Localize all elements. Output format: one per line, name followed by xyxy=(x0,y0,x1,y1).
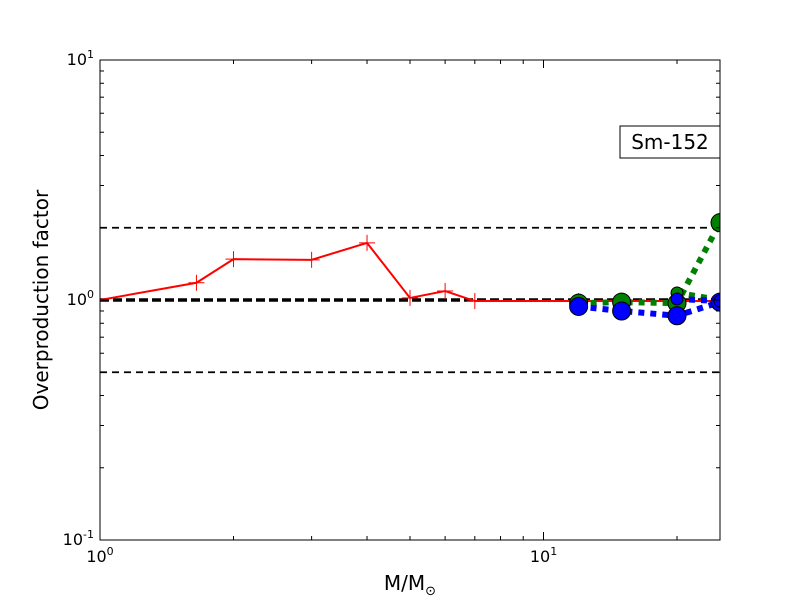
series-4 xyxy=(670,292,720,308)
annotation-box: Sm-152 xyxy=(619,125,721,159)
data-point xyxy=(569,296,589,316)
reference-lines xyxy=(100,226,720,374)
data-point xyxy=(667,306,687,326)
x-axis-label: M/M⊙ xyxy=(384,571,436,599)
data-point xyxy=(670,292,684,306)
x-tick-label: 101 xyxy=(530,545,557,566)
series-line xyxy=(578,221,720,307)
y-tick-label: 100 xyxy=(67,288,94,309)
annotation-text: Sm-152 xyxy=(631,130,709,154)
series-clip-group xyxy=(100,213,720,326)
y-tick-label: 101 xyxy=(67,48,94,69)
x-tick-label: 100 xyxy=(86,545,113,566)
data-point xyxy=(612,301,632,321)
data-point xyxy=(713,294,720,308)
series-line xyxy=(578,299,720,319)
annotation-frame xyxy=(619,125,721,159)
y-axis-label: Overproduction factor xyxy=(29,189,53,410)
y-tick-label: 10-1 xyxy=(63,528,94,549)
series-layer xyxy=(100,213,720,326)
data-point xyxy=(710,213,720,233)
